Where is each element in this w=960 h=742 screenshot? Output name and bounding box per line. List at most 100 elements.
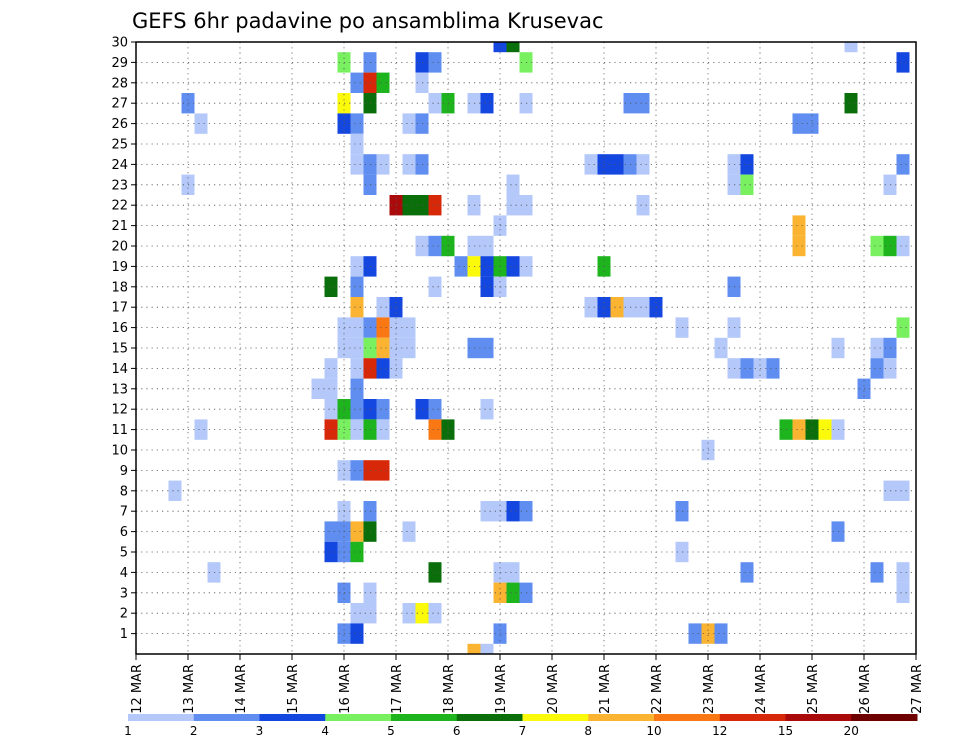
colorbar-swatch [654, 714, 721, 721]
heatmap-cell [870, 235, 884, 257]
heatmap-cell [870, 562, 884, 583]
y-tick-label: 1 [120, 627, 128, 642]
colorbar-tick-label: 12 [712, 724, 727, 738]
y-tick-label: 20 [111, 240, 128, 255]
heatmap-cell [506, 256, 520, 277]
heatmap-cell [766, 358, 780, 379]
x-tick-label: 25 MAR [806, 664, 821, 714]
heatmap-cell [324, 541, 338, 563]
heatmap-cell [350, 623, 364, 644]
heatmap-cell [350, 276, 364, 297]
heatmap-cell [714, 337, 728, 359]
x-tick-label: 26 MAR [858, 664, 873, 714]
heatmap-cell [350, 541, 364, 563]
colorbar-tick-label: 6 [453, 724, 461, 738]
heatmap-cell [480, 643, 494, 654]
heatmap-cell [506, 582, 520, 603]
heatmap-cell [740, 154, 754, 175]
colorbar-tick-label: 15 [778, 724, 793, 738]
heatmap-cell [350, 72, 364, 93]
heatmap-cell [636, 195, 650, 216]
heatmap-cell [428, 603, 442, 624]
heatmap-cell [350, 317, 364, 338]
heatmap-cell [792, 113, 806, 134]
heatmap-cell [376, 297, 390, 318]
heatmap-cell [870, 358, 884, 379]
chart-title: GEFS 6hr padavine po ansamblima Krusevac [132, 9, 604, 33]
colorbar-tick-label: 8 [584, 724, 592, 738]
heatmap-cell [818, 419, 832, 440]
heatmap-cell [792, 235, 806, 257]
heatmap-cell [506, 562, 520, 583]
heatmap-cell [428, 235, 442, 257]
colorbar-tick-label: 1 [124, 724, 132, 738]
colorbar-tick-label: 2 [190, 724, 198, 738]
heatmap-cell [324, 521, 338, 542]
x-tick-label: 13 MAR [182, 664, 197, 714]
heatmap-cell [506, 501, 520, 522]
heatmap-cell [480, 276, 494, 297]
heatmap-cell [402, 603, 416, 624]
heatmap-cell [402, 113, 416, 134]
heatmap-cell [636, 154, 650, 175]
y-tick-label: 19 [111, 260, 128, 275]
heatmap-cell [506, 174, 520, 195]
colorbar-swatch [259, 714, 326, 721]
heatmap-cell [428, 419, 442, 440]
heatmap-cell [506, 195, 520, 216]
colorbar-swatch [588, 714, 655, 721]
heatmap-cell [350, 603, 364, 624]
heatmap-cell [480, 399, 494, 420]
heatmap-cell [428, 562, 442, 583]
heatmap-cell [896, 52, 910, 73]
heatmap-cell [493, 42, 507, 53]
y-axis-ticks: 1234567891011121314151617181920212223242… [111, 36, 136, 642]
heatmap-cell [324, 378, 338, 399]
heatmap-cell [324, 399, 338, 420]
heatmap-cell [324, 419, 338, 440]
x-tick-label: 19 MAR [494, 664, 509, 714]
y-tick-label: 3 [120, 586, 128, 601]
colorbar-swatch [719, 714, 786, 721]
x-tick-label: 22 MAR [650, 664, 665, 714]
heatmap-cell [428, 52, 442, 73]
heatmap-cell [350, 337, 364, 359]
y-tick-label: 15 [111, 342, 128, 357]
heatmap-cell [402, 317, 416, 338]
y-tick-label: 25 [111, 138, 128, 153]
heatmap-cell [324, 276, 338, 297]
colorbar-swatch [851, 714, 918, 721]
heatmap-cell [896, 582, 910, 603]
colorbar-swatch [193, 714, 260, 721]
heatmap-cell [376, 72, 390, 93]
y-tick-label: 7 [120, 505, 128, 520]
y-tick-label: 11 [111, 423, 128, 438]
y-tick-label: 9 [120, 464, 128, 479]
heatmap-cell [584, 297, 598, 318]
y-tick-label: 23 [111, 178, 128, 193]
heatmap-cell [610, 297, 624, 318]
heatmap-cell [480, 337, 494, 359]
y-tick-label: 13 [111, 382, 128, 397]
heatmap-cell [350, 378, 364, 399]
heatmap-cell [792, 419, 806, 440]
y-tick-label: 27 [111, 97, 128, 112]
heatmap-cell [844, 93, 858, 114]
heatmap-cell [376, 154, 390, 175]
y-tick-label: 4 [120, 566, 128, 581]
y-tick-label: 2 [120, 607, 128, 622]
heatmap-cell [896, 562, 910, 583]
x-tick-label: 27 MAR [910, 664, 925, 714]
heatmap-cell [896, 480, 910, 501]
heatmap-cell [896, 317, 910, 338]
heatmap-cell [480, 93, 494, 114]
heatmap-cell [896, 235, 910, 257]
x-tick-label: 21 MAR [598, 664, 613, 714]
heatmap-cell [350, 399, 364, 420]
y-tick-label: 14 [111, 362, 128, 377]
x-tick-label: 23 MAR [702, 664, 717, 714]
heatmap-cell [350, 521, 364, 542]
heatmap-cell [844, 42, 858, 53]
heatmap-cell [376, 460, 390, 481]
y-tick-label: 30 [111, 36, 128, 51]
